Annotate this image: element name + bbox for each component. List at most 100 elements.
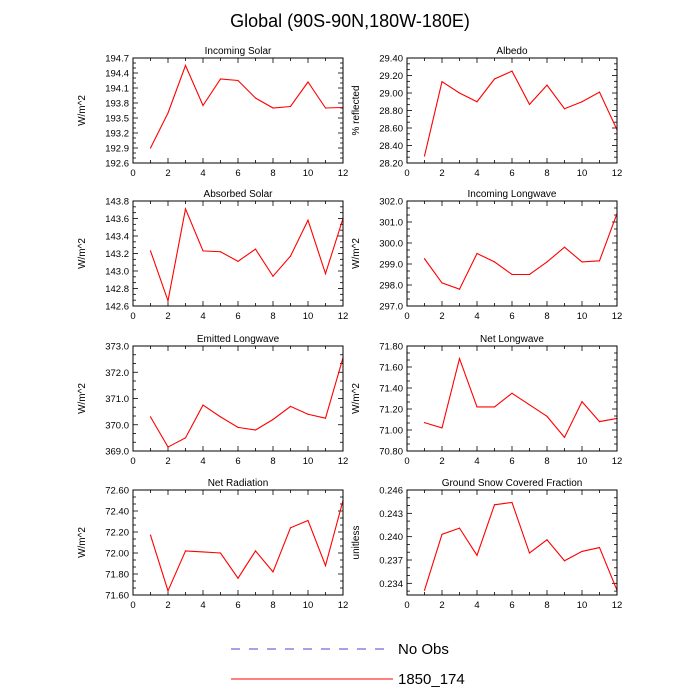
y-tick-label: 370.0 — [105, 420, 129, 431]
data-point — [167, 300, 169, 302]
legend-label-2: 1850_174 — [398, 671, 465, 688]
y-tick-label: 71.20 — [379, 405, 403, 416]
data-point — [167, 446, 169, 448]
y-axis-label: W/m^2 — [351, 383, 362, 414]
data-point — [476, 554, 478, 556]
data-point — [254, 550, 257, 552]
data-point — [476, 252, 478, 255]
x-tick-label: 0 — [404, 600, 409, 611]
data-point — [441, 282, 443, 284]
data-point — [546, 415, 548, 417]
y-tick-label: 143.8 — [105, 197, 129, 208]
y-tick-label: 71.80 — [105, 570, 129, 581]
data-point — [528, 273, 531, 276]
data-point — [272, 275, 274, 277]
x-tick-label: 0 — [404, 456, 409, 467]
x-tick-label: 0 — [130, 456, 135, 467]
y-tick-label: 193.8 — [105, 99, 129, 110]
data-point — [307, 81, 309, 83]
x-tick-label: 6 — [235, 456, 240, 467]
x-tick-label: 8 — [270, 168, 275, 179]
x-tick-label: 4 — [200, 600, 205, 611]
y-tick-label: 0.246 — [379, 486, 403, 497]
data-point — [423, 422, 426, 424]
y-tick-label: 297.0 — [379, 302, 403, 313]
y-tick-label: 143.4 — [105, 232, 129, 243]
data-point — [493, 406, 496, 408]
data-point — [237, 426, 239, 428]
data-point — [219, 416, 222, 418]
panel-4: Incoming Longwave W/m^2 0 2 4 6 8 10 12 297.0 298.… — [351, 189, 622, 322]
y-tick-label: 192.9 — [105, 144, 129, 155]
y-tick-label: 143.6 — [105, 214, 129, 225]
data-point — [149, 250, 152, 252]
data-point — [493, 78, 496, 80]
data-point — [563, 436, 566, 438]
x-tick-label: 12 — [612, 168, 623, 179]
data-point — [289, 405, 292, 407]
series-line-1850_174 — [423, 501, 618, 591]
data-point — [219, 251, 222, 253]
data-point — [237, 79, 239, 82]
data-point — [493, 261, 496, 263]
data-point — [184, 437, 187, 439]
data-point — [289, 527, 292, 529]
data-point — [546, 261, 548, 263]
x-tick-label: 2 — [165, 600, 170, 611]
y-tick-label: 70.80 — [379, 447, 403, 458]
panel-7: Net Radiation W/m^2 0 2 4 6 8 10 12 71.60 71.80 72.… — [77, 478, 348, 611]
data-point — [219, 78, 222, 80]
y-tick-label: 299.0 — [379, 260, 403, 271]
x-tick-label: 6 — [509, 168, 514, 179]
x-tick-label: 8 — [544, 311, 549, 322]
x-tick-label: 4 — [200, 168, 205, 179]
data-point — [458, 527, 461, 529]
series-line-1850_174 — [424, 356, 618, 439]
y-tick-label: 71.60 — [105, 591, 129, 602]
data-point — [441, 533, 443, 535]
data-point — [511, 501, 513, 504]
data-point — [546, 539, 548, 541]
data-point — [598, 260, 601, 262]
x-tick-label: 0 — [404, 311, 409, 322]
data-point — [511, 392, 513, 394]
x-tick-label: 2 — [439, 456, 444, 467]
data-point — [441, 427, 443, 429]
panel-title: Net Radiation — [208, 478, 269, 489]
data-point — [307, 519, 309, 522]
data-point — [423, 589, 426, 591]
data-point — [476, 406, 478, 408]
x-tick-label: 4 — [474, 168, 479, 179]
data-point — [458, 288, 461, 290]
panel-3: Absorbed Solar W/m^2 0 2 4 6 8 10 12 142.6 142.8 14… — [77, 189, 348, 322]
data-point — [149, 416, 152, 418]
x-tick-label: 12 — [338, 168, 349, 179]
data-point — [581, 550, 583, 553]
series-line-1850_174 — [149, 206, 344, 303]
x-tick-label: 0 — [130, 600, 135, 611]
data-point — [219, 552, 222, 554]
y-tick-label: 142.8 — [105, 284, 129, 295]
panel-frame — [406, 200, 618, 307]
y-tick-label: 194.4 — [105, 69, 129, 80]
data-point — [511, 273, 513, 276]
y-axis-label: % reflected — [351, 85, 362, 135]
data-point — [423, 258, 426, 260]
data-point — [493, 504, 496, 506]
x-tick-label: 4 — [474, 600, 479, 611]
y-tick-label: 28.20 — [379, 159, 403, 170]
data-point — [254, 97, 257, 99]
data-point — [254, 248, 257, 250]
y-tick-label: 28.40 — [379, 141, 403, 152]
x-tick-label: 2 — [165, 168, 170, 179]
figure-title: Global (90S-90N,180W-180E) — [230, 11, 470, 31]
data-point — [324, 107, 327, 109]
data-point — [272, 418, 274, 421]
panel-2: Albedo % reflected 0 2 4 6 8 10 12 28.20 28.40 28.6… — [351, 46, 622, 179]
data-point — [307, 413, 309, 415]
data-point — [254, 429, 257, 431]
y-tick-label: 194.1 — [105, 84, 129, 95]
panel-title: Incoming Longwave — [468, 189, 557, 200]
x-tick-label: 8 — [544, 168, 549, 179]
x-tick-label: 10 — [577, 456, 588, 467]
